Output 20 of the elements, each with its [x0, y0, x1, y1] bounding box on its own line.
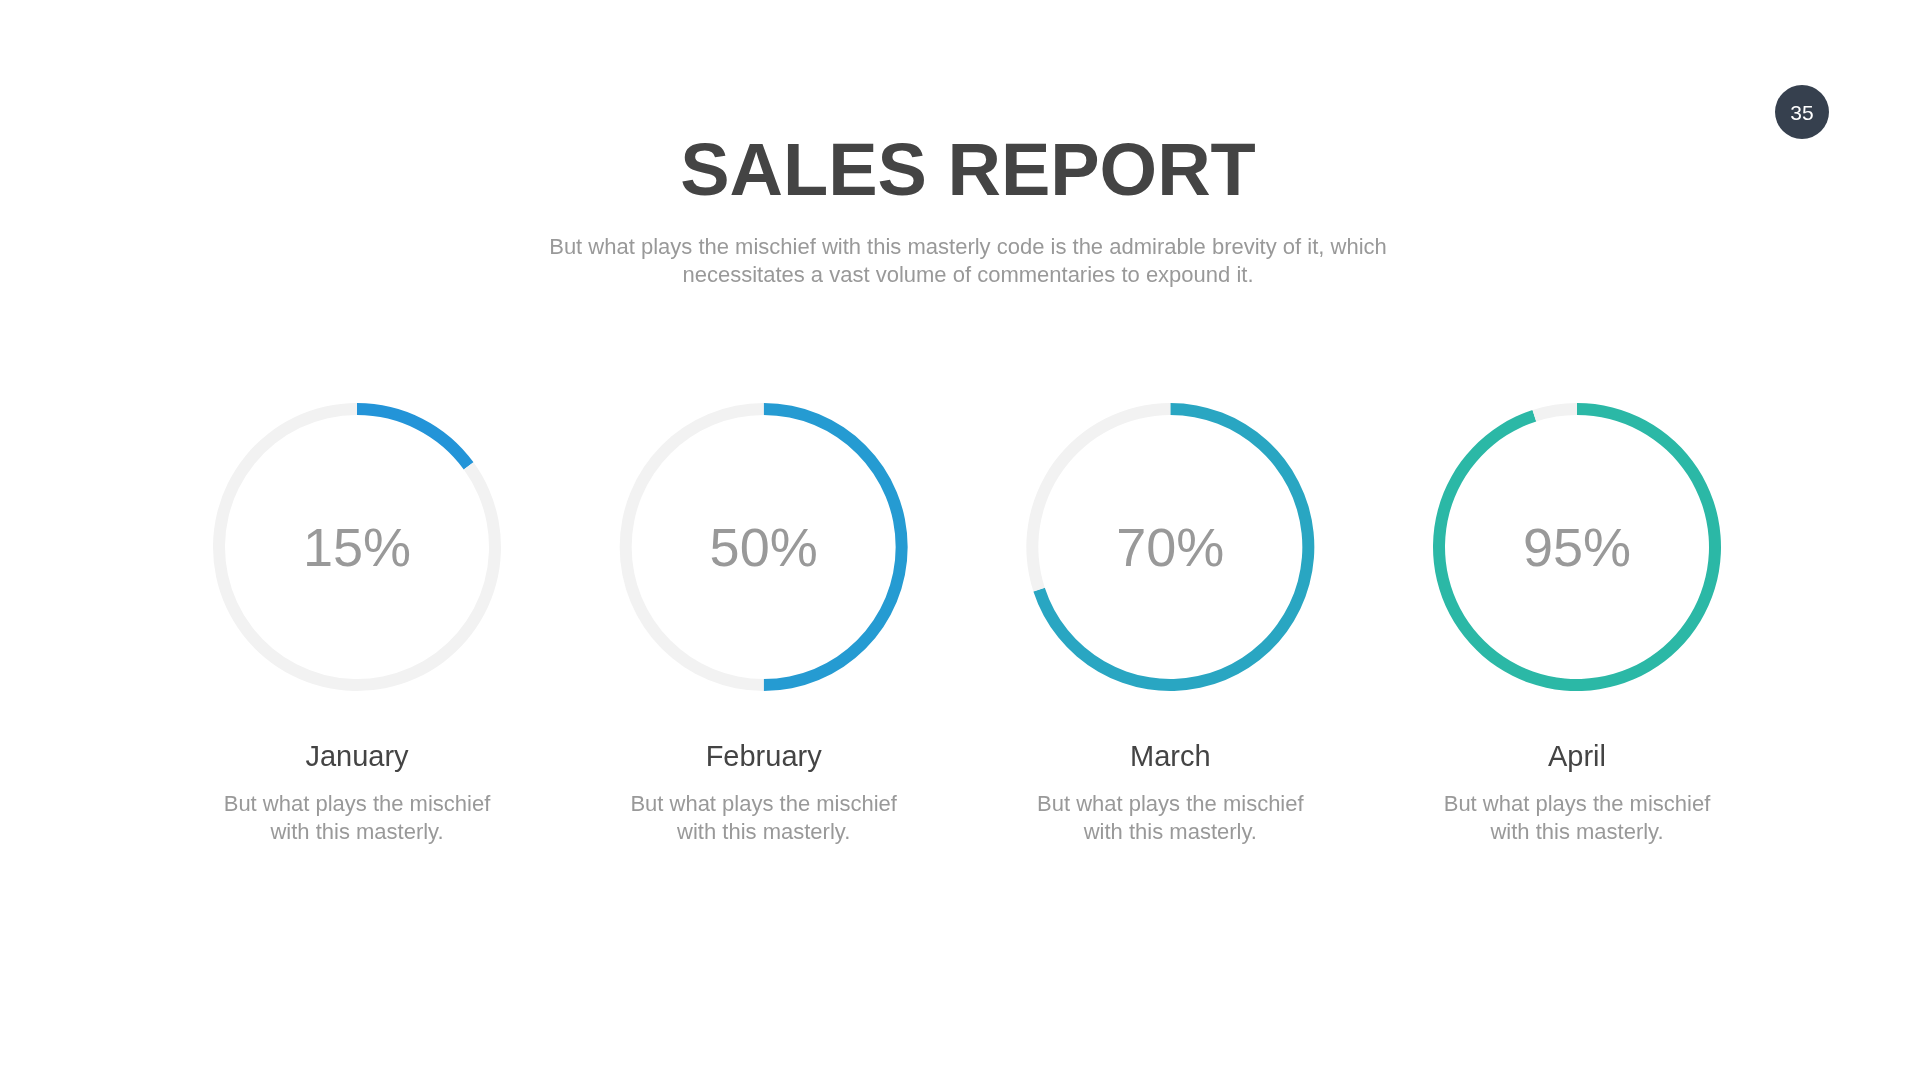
text: But what plays the mischief with this masterly.: [630, 791, 898, 844]
text: 50%: [709, 517, 818, 577]
text: But what plays the mischief with this masterly.: [223, 791, 492, 844]
text: 95%: [1522, 517, 1632, 577]
donut-slice: [1433, 403, 1721, 691]
text: But what plays the mischief with this masterly code is the admirable brevity of it, which necessitates a vast volume of commentaries to expound it.: [549, 234, 1387, 287]
text: But what plays the mischief with this masterly.: [1037, 791, 1305, 844]
text: January: [305, 740, 410, 772]
text: April: [1547, 740, 1607, 772]
donut-slice: [1532, 403, 1577, 422]
text: 35: [1790, 101, 1814, 124]
text: March: [1130, 740, 1211, 772]
text: 70%: [1116, 517, 1225, 577]
donut-slice: [213, 403, 501, 691]
text: February: [705, 740, 823, 772]
text: SALES REPORT: [680, 128, 1256, 211]
donut-slice: [357, 403, 474, 470]
donut-slice: [1033, 403, 1315, 691]
text: 15%: [302, 517, 412, 577]
text: But what plays the mischief with this masterly.: [1443, 791, 1712, 844]
